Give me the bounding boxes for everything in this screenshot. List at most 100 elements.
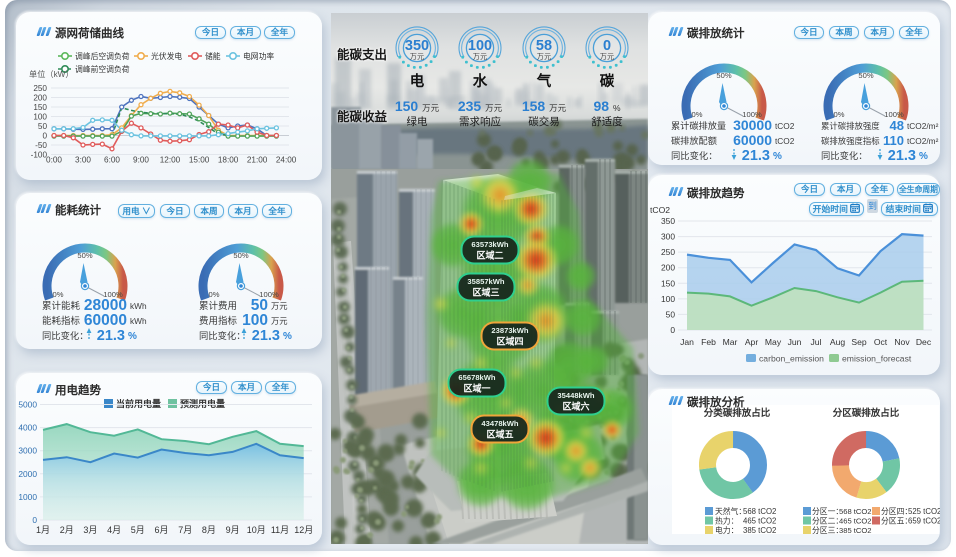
svg-text:110: 110 <box>883 133 904 148</box>
svg-text:300: 300 <box>661 232 675 242</box>
svg-text:200: 200 <box>33 93 47 102</box>
svg-text:调峰前空调负荷: 调峰前空调负荷 <box>75 64 130 74</box>
svg-text:分区五：: 分区五： <box>881 517 912 526</box>
svg-text:60000: 60000 <box>733 132 772 148</box>
svg-text:电力：: 电力： <box>715 525 738 535</box>
svg-text:万元: 万元 <box>271 316 288 326</box>
svg-text:emission_forecast: emission_forecast <box>842 354 912 364</box>
svg-text:Nov: Nov <box>894 337 910 347</box>
svg-text:累计费用: 累计费用 <box>199 300 237 312</box>
svg-text:525 tCO2: 525 tCO2 <box>908 507 940 516</box>
svg-text:350: 350 <box>405 38 429 54</box>
svg-text:0: 0 <box>42 131 47 140</box>
svg-text:50: 50 <box>38 122 48 131</box>
svg-text:carbon_emission: carbon_emission <box>759 354 824 364</box>
svg-text:65678kWh: 65678kWh <box>458 373 496 382</box>
svg-text:150: 150 <box>661 278 675 288</box>
svg-text:累计碳排放强度: 累计碳排放强度 <box>821 121 880 131</box>
svg-text:100: 100 <box>468 38 492 54</box>
svg-text:28000: 28000 <box>84 297 127 314</box>
svg-text:60000: 60000 <box>84 312 127 329</box>
svg-text:0%: 0% <box>692 110 703 119</box>
svg-text:区域五: 区域五 <box>486 429 513 440</box>
svg-text:tCO2/m²: tCO2/m² <box>907 121 939 131</box>
svg-text:0%: 0% <box>834 110 845 119</box>
svg-text:4000: 4000 <box>18 423 37 433</box>
svg-text:2月: 2月 <box>60 525 74 535</box>
svg-text:8月: 8月 <box>202 525 216 535</box>
svg-text:区域二: 区域二 <box>476 250 503 261</box>
svg-text:%: % <box>128 331 137 342</box>
svg-text:费用指标: 费用指标 <box>199 315 238 327</box>
svg-text:tCO2: tCO2 <box>775 136 795 146</box>
svg-text:48: 48 <box>890 118 904 133</box>
svg-text:Dec: Dec <box>916 337 932 347</box>
svg-text:100%: 100% <box>259 290 279 299</box>
svg-text:Sep: Sep <box>851 337 867 347</box>
svg-text:预测用电量: 预测用电量 <box>180 398 225 409</box>
svg-text:分区碳排放占比: 分区碳排放占比 <box>833 407 900 419</box>
svg-text:100: 100 <box>242 312 268 329</box>
svg-text:Jan: Jan <box>680 337 694 347</box>
svg-text:12月: 12月 <box>294 525 313 535</box>
svg-text:30000: 30000 <box>733 117 772 133</box>
svg-text:21.3: 21.3 <box>97 328 125 344</box>
svg-text:天然气：: 天然气： <box>715 506 746 516</box>
svg-text:2000: 2000 <box>18 469 37 479</box>
svg-text:21.3: 21.3 <box>888 148 916 164</box>
svg-text:0:00: 0:00 <box>46 156 62 165</box>
svg-text:万元: 万元 <box>271 301 288 311</box>
svg-text:0: 0 <box>603 38 611 54</box>
svg-text:当前用电量: 当前用电量 <box>116 398 161 409</box>
svg-text:568 tCO2: 568 tCO2 <box>839 507 872 516</box>
svg-text:万元: 万元 <box>537 52 551 61</box>
svg-text:1000: 1000 <box>18 492 37 502</box>
svg-text:区域三: 区域三 <box>472 287 499 298</box>
svg-text:659 tCO2: 659 tCO2 <box>908 517 940 526</box>
svg-text:35857kWh: 35857kWh <box>467 277 505 286</box>
svg-text:21.3: 21.3 <box>252 328 280 344</box>
svg-text:250: 250 <box>33 84 47 93</box>
svg-text:电网功率: 电网功率 <box>243 51 274 61</box>
svg-text:10月: 10月 <box>247 525 266 535</box>
svg-text:tCO2/m²: tCO2/m² <box>907 136 939 146</box>
svg-text:区域一: 区域一 <box>463 383 490 394</box>
svg-text:累计能耗: 累计能耗 <box>42 300 81 312</box>
svg-text:9:00: 9:00 <box>133 156 149 165</box>
svg-text:%: % <box>283 331 292 342</box>
svg-text:同比变化：: 同比变化： <box>199 330 246 341</box>
svg-text:储能: 储能 <box>205 51 221 61</box>
svg-text:7月: 7月 <box>178 525 192 535</box>
svg-text:15:00: 15:00 <box>189 156 210 165</box>
svg-text:碳排放强度指标: 碳排放强度指标 <box>821 136 880 146</box>
svg-text:万元: 万元 <box>410 52 424 61</box>
svg-text:区域四: 区域四 <box>496 336 523 347</box>
svg-text:-50: -50 <box>35 141 47 150</box>
svg-text:100%: 100% <box>742 110 762 119</box>
svg-text:5000: 5000 <box>18 400 37 410</box>
svg-text:50%: 50% <box>77 251 92 260</box>
svg-text:%: % <box>919 151 928 162</box>
svg-text:分区一：: 分区一： <box>812 507 843 516</box>
svg-text:光伏发电: 光伏发电 <box>151 51 182 61</box>
svg-text:调峰后空调负荷: 调峰后空调负荷 <box>75 51 130 61</box>
svg-text:50%: 50% <box>716 71 731 80</box>
svg-text:385 tCO2: 385 tCO2 <box>839 526 872 535</box>
svg-text:100%: 100% <box>103 290 123 299</box>
svg-text:100: 100 <box>33 112 47 121</box>
svg-text:热力：: 热力： <box>715 516 738 526</box>
svg-text:100: 100 <box>661 294 675 304</box>
svg-text:35448kWh: 35448kWh <box>557 391 595 400</box>
svg-text:同比变化：: 同比变化： <box>42 330 89 341</box>
svg-text:同比变化：: 同比变化： <box>821 150 868 161</box>
svg-text:分区四：: 分区四： <box>881 507 912 516</box>
svg-text:4月: 4月 <box>107 525 121 535</box>
svg-text:0%: 0% <box>53 290 64 299</box>
svg-text:3000: 3000 <box>18 446 37 456</box>
svg-text:Apr: Apr <box>745 337 759 347</box>
svg-text:12:00: 12:00 <box>160 156 181 165</box>
svg-text:11月: 11月 <box>271 525 289 535</box>
svg-text:465 tCO2: 465 tCO2 <box>839 517 872 526</box>
svg-text:tCO2: tCO2 <box>650 205 670 215</box>
svg-text:Feb: Feb <box>701 337 716 347</box>
